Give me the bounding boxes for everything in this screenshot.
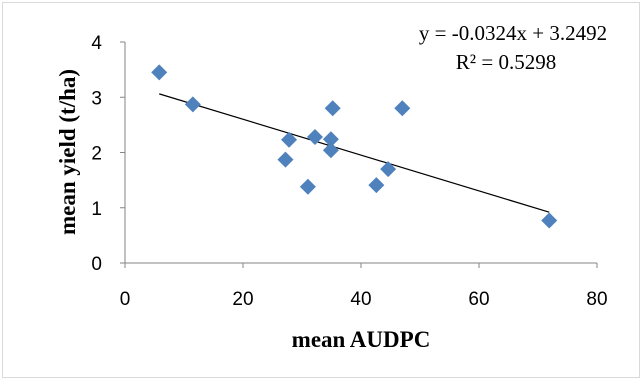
y-tick-label: 0 [91,254,102,275]
y-tick-label: 1 [91,199,102,220]
data-point [281,131,298,148]
data-point [380,161,397,178]
x-tick-label: 40 [350,289,371,310]
y-tick-label: 3 [91,88,102,109]
y-tick-label: 2 [91,144,102,165]
data-point [306,129,323,146]
data-point [322,131,339,148]
y-axis-title: mean yield (t/ha) [55,69,80,235]
data-point [368,177,385,194]
r-squared-label: R² = 0.5298 [456,50,556,74]
x-axis-title: mean AUDPC [292,327,431,352]
x-tick-label: 20 [232,289,253,310]
x-tick-label: 80 [586,289,607,310]
data-point [277,151,294,168]
data-point [324,100,341,117]
axes [120,41,598,268]
trendline [159,93,550,213]
x-tick-label: 0 [120,289,131,310]
data-points [151,64,558,229]
x-tick-label: 60 [468,289,489,310]
tick-labels: 0 20 40 60 80 0 1 2 3 4 [91,33,607,310]
data-point [151,64,168,81]
trendline-equation: y = -0.0324x + 3.2492 [419,21,607,45]
data-point [299,178,316,195]
data-point [184,96,201,113]
data-point [541,212,558,229]
trendline-group [159,93,550,213]
data-point [394,100,411,117]
y-tick-label: 4 [91,33,102,54]
data-point [322,142,339,159]
chart-frame [2,2,640,378]
